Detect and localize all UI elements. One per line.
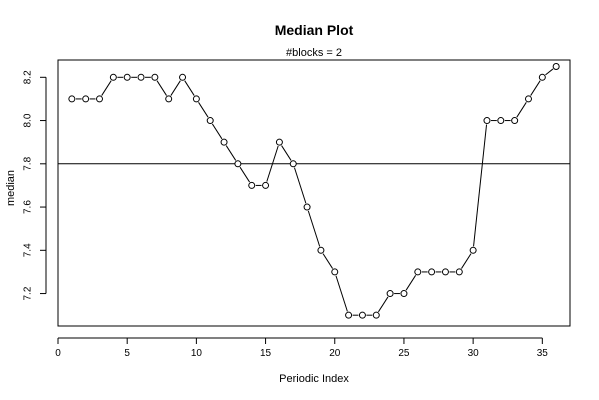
series-line-segment	[461, 253, 472, 269]
series-line-segment	[239, 166, 250, 183]
data-point	[165, 95, 173, 103]
series-line-segment	[378, 296, 389, 313]
series-line-segment	[101, 80, 112, 96]
x-tick-label: 15	[260, 348, 272, 359]
x-tick-label: 20	[329, 348, 341, 359]
y-axis: 7.2 7.4 7.6 7.8 8.0 8.2	[23, 70, 47, 301]
data-point	[303, 203, 311, 211]
series-line-segment	[293, 167, 307, 204]
data-point	[345, 311, 353, 319]
data-point	[248, 181, 256, 189]
data-point	[400, 290, 408, 298]
y-tick-label: 8.2	[23, 70, 34, 84]
chart-subtitle: #blocks = 2	[286, 47, 342, 59]
x-tick-label: 30	[468, 348, 480, 359]
data-point	[483, 117, 491, 125]
data-point	[372, 311, 380, 319]
y-tick-label: 7.4	[23, 243, 34, 257]
x-axis-label: Periodic Index	[279, 373, 349, 385]
x-axis: 0 5 10 15 20 25 30 35	[55, 337, 549, 359]
series-group	[68, 62, 560, 319]
y-tick-label: 7.2	[23, 286, 34, 300]
series-line-segment	[516, 102, 527, 118]
y-axis-label: median	[5, 170, 17, 206]
data-point	[455, 268, 463, 276]
data-point	[206, 117, 214, 125]
data-point	[234, 160, 242, 168]
series-line-segment	[530, 80, 541, 96]
series-line-segment	[225, 145, 237, 161]
data-point	[262, 181, 270, 189]
series-line-segment	[281, 145, 292, 161]
x-tick-label: 35	[537, 348, 549, 359]
data-point	[179, 73, 187, 81]
series-line-segment	[170, 80, 181, 96]
series-line-segment	[322, 253, 334, 269]
chart-title: Median Plot	[275, 22, 354, 38]
data-point	[441, 268, 449, 276]
series-line-segment	[335, 275, 348, 312]
data-point	[96, 95, 104, 103]
plot-frame	[57, 59, 571, 327]
data-point	[275, 138, 283, 146]
data-point	[123, 73, 131, 81]
data-point	[317, 246, 325, 254]
data-point	[358, 311, 366, 319]
data-point	[192, 95, 200, 103]
x-tick-label: 25	[398, 348, 410, 359]
data-point	[386, 290, 394, 298]
series-line-segment	[266, 145, 279, 182]
series-line-segment	[156, 80, 167, 96]
y-tick-label: 7.8	[23, 156, 34, 170]
data-point	[469, 246, 477, 254]
data-point	[538, 73, 546, 81]
series-line-segment	[211, 123, 223, 140]
data-point	[552, 62, 560, 70]
series-line-segment	[473, 124, 488, 247]
series-line-segment	[184, 80, 195, 96]
x-tick-label: 10	[191, 348, 203, 359]
x-tick-label: 0	[55, 348, 61, 359]
series-line-segment	[307, 210, 321, 247]
series-line-segment	[545, 68, 554, 76]
series-line-segment	[405, 275, 417, 291]
y-tick-label: 7.6	[23, 200, 34, 214]
data-point	[220, 138, 228, 146]
data-point	[331, 268, 339, 276]
series-line-segment	[198, 102, 209, 118]
x-tick-label: 5	[124, 348, 130, 359]
data-point	[497, 117, 505, 125]
data-point	[68, 95, 76, 103]
data-point	[137, 73, 145, 81]
y-tick-label: 8.0	[23, 113, 34, 127]
data-point	[524, 95, 532, 103]
data-point	[289, 160, 297, 168]
data-point	[414, 268, 422, 276]
data-point	[428, 268, 436, 276]
data-point	[151, 73, 159, 81]
data-point	[109, 73, 117, 81]
data-point	[82, 95, 90, 103]
data-point	[511, 117, 519, 125]
